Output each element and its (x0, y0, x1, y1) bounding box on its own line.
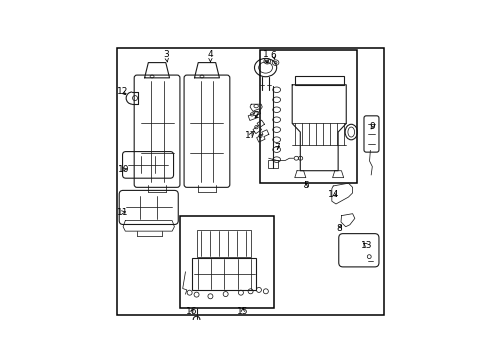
Bar (294, 76, 343, 85)
Text: 1: 1 (263, 50, 268, 63)
Text: 8: 8 (336, 224, 342, 233)
Text: 6: 6 (270, 51, 276, 60)
Bar (180, 216, 274, 308)
Text: 7: 7 (273, 144, 279, 153)
Text: 17: 17 (244, 131, 256, 140)
Text: 11: 11 (117, 208, 128, 217)
Bar (260, 50, 357, 183)
Text: 12: 12 (117, 87, 128, 96)
Text: 10: 10 (118, 165, 129, 174)
Text: 9: 9 (369, 122, 375, 131)
Bar (192, 258, 256, 290)
Text: 14: 14 (327, 190, 339, 199)
Text: 4: 4 (207, 50, 213, 62)
Text: 16: 16 (186, 307, 197, 316)
Text: 2: 2 (253, 111, 259, 120)
Bar (196, 230, 250, 257)
Text: 15: 15 (237, 307, 248, 316)
Text: 13: 13 (361, 241, 372, 250)
Bar (267, 160, 277, 168)
Text: 5: 5 (303, 181, 308, 190)
Text: 3: 3 (163, 50, 168, 62)
